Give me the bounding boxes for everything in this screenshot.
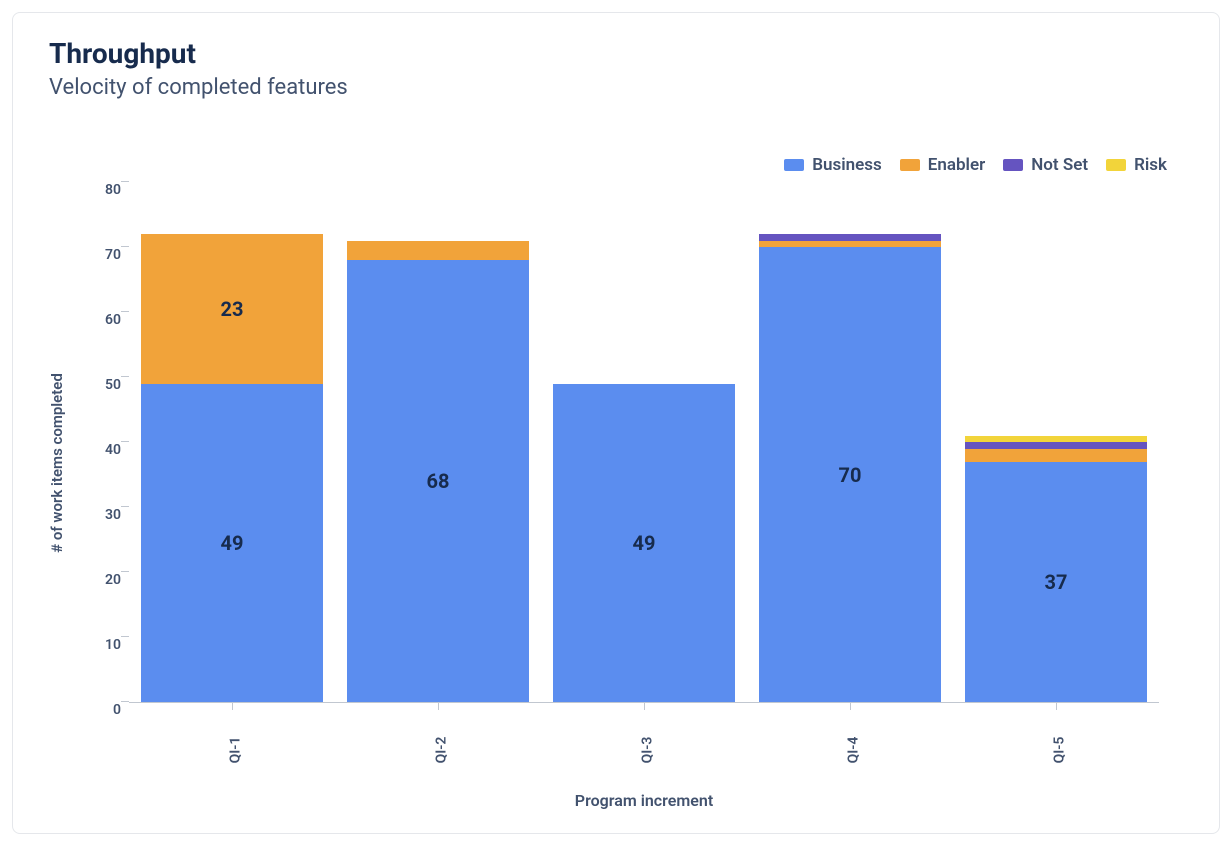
y-tick-label: 0 xyxy=(81,702,121,718)
chart-card: Throughput Velocity of completed feature… xyxy=(12,12,1220,834)
y-tick-mark xyxy=(121,636,129,637)
legend-item[interactable]: Not Set xyxy=(1003,155,1088,175)
y-tick-label: 40 xyxy=(81,442,121,458)
y-tick-label: 50 xyxy=(81,377,121,393)
y-tick-mark xyxy=(121,506,129,507)
y-tick-mark xyxy=(121,441,129,442)
plot: Program increment 010203040506070804923Q… xyxy=(129,183,1159,703)
y-tick-mark xyxy=(121,571,129,572)
bar-segment[interactable] xyxy=(759,234,940,241)
legend-swatch xyxy=(784,159,804,171)
y-tick-label: 80 xyxy=(81,182,121,198)
x-tick-label: QI-4 xyxy=(840,742,867,758)
bar-segment[interactable]: 70 xyxy=(759,247,940,702)
y-tick-label: 10 xyxy=(81,637,121,653)
y-axis-label: # of work items completed xyxy=(48,373,66,553)
legend-label: Not Set xyxy=(1031,155,1088,175)
bar-segment[interactable]: 49 xyxy=(141,384,322,703)
legend-swatch xyxy=(900,159,920,171)
legend-label: Business xyxy=(812,155,882,175)
y-tick-mark xyxy=(121,246,129,247)
legend-item[interactable]: Business xyxy=(784,155,882,175)
chart-subtitle: Velocity of completed features xyxy=(49,75,348,100)
legend-swatch xyxy=(1003,159,1023,171)
x-tick-label: QI-5 xyxy=(1046,742,1073,758)
y-tick-label: 70 xyxy=(81,247,121,263)
legend-item[interactable]: Enabler xyxy=(900,155,985,175)
x-tick-mark xyxy=(232,702,233,710)
bar-value-label: 49 xyxy=(221,531,244,555)
bar-value-label: 23 xyxy=(221,297,244,321)
bar-value-label: 49 xyxy=(633,531,656,555)
bar-segment[interactable] xyxy=(965,449,1146,462)
bar-segment[interactable]: 23 xyxy=(141,234,322,384)
bar-value-label: 68 xyxy=(427,469,450,493)
bar-segment[interactable] xyxy=(965,442,1146,449)
x-tick-mark xyxy=(1056,702,1057,710)
chart-title: Throughput xyxy=(49,37,196,70)
bar-segment[interactable]: 68 xyxy=(347,260,528,702)
x-tick-mark xyxy=(850,702,851,710)
x-axis-label: Program increment xyxy=(575,791,713,810)
y-tick-mark xyxy=(121,311,129,312)
bar-segment[interactable]: 49 xyxy=(553,384,734,703)
y-tick-label: 20 xyxy=(81,572,121,588)
y-tick-mark xyxy=(121,376,129,377)
y-tick-label: 60 xyxy=(81,312,121,328)
x-tick-mark xyxy=(438,702,439,710)
x-tick-label: QI-2 xyxy=(428,742,455,758)
y-tick-mark xyxy=(121,181,129,182)
x-tick-label: QI-3 xyxy=(634,742,661,758)
legend: Business Enabler Not Set Risk xyxy=(784,155,1167,175)
x-tick-label: QI-1 xyxy=(222,742,249,758)
legend-item[interactable]: Risk xyxy=(1106,155,1167,175)
x-tick-mark xyxy=(644,702,645,710)
legend-label: Risk xyxy=(1134,155,1167,175)
legend-label: Enabler xyxy=(928,155,985,175)
plot-area: # of work items completed Program increm… xyxy=(77,183,1177,743)
y-tick-label: 30 xyxy=(81,507,121,523)
bar-segment[interactable]: 37 xyxy=(965,462,1146,703)
y-tick-mark xyxy=(121,701,129,702)
bar-value-label: 37 xyxy=(1045,570,1068,594)
bar-segment[interactable] xyxy=(759,241,940,248)
bar-value-label: 70 xyxy=(839,463,862,487)
bar-segment[interactable] xyxy=(965,436,1146,443)
bar-segment[interactable] xyxy=(347,241,528,261)
legend-swatch xyxy=(1106,159,1126,171)
